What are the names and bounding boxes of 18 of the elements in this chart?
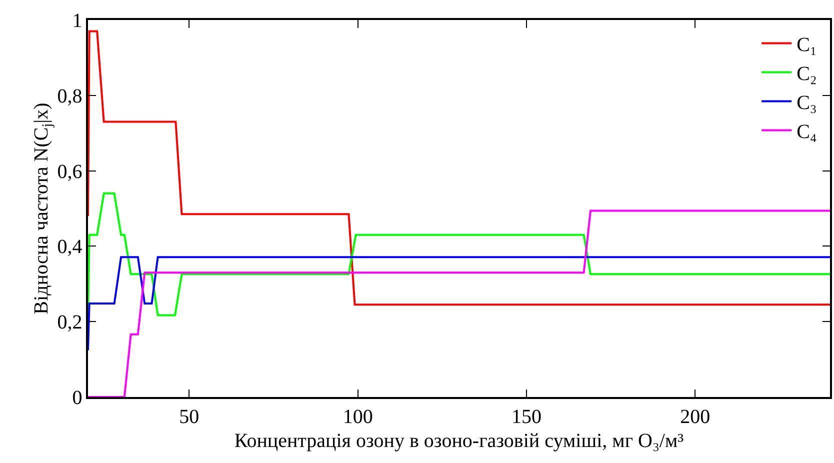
x-axis-title: Концентрація озону в озоно-газовій суміші, мг O₃/м³ xyxy=(234,430,684,452)
y-tick-label: 0 xyxy=(72,387,82,409)
x-tick-label: 100 xyxy=(342,406,373,428)
x-tick-label: 150 xyxy=(511,406,542,428)
legend-label: C₁ xyxy=(796,34,817,56)
x-tick-label: 50 xyxy=(179,406,200,428)
legend-label: C₄ xyxy=(796,121,817,144)
y-tick-label: 1 xyxy=(72,10,82,32)
y-tick-label: 0,8 xyxy=(57,85,82,108)
line-series xyxy=(88,192,830,316)
legend-label: C₃ xyxy=(796,92,817,114)
y-tick-label: 0,4 xyxy=(57,236,82,258)
x-tick-label: 200 xyxy=(680,406,710,428)
line-series xyxy=(88,210,830,397)
y-tick-label: 0,2 xyxy=(57,312,82,334)
line-series xyxy=(88,30,830,306)
legend-label: C₂ xyxy=(796,63,817,86)
y-tick-label: 0,6 xyxy=(57,160,82,183)
